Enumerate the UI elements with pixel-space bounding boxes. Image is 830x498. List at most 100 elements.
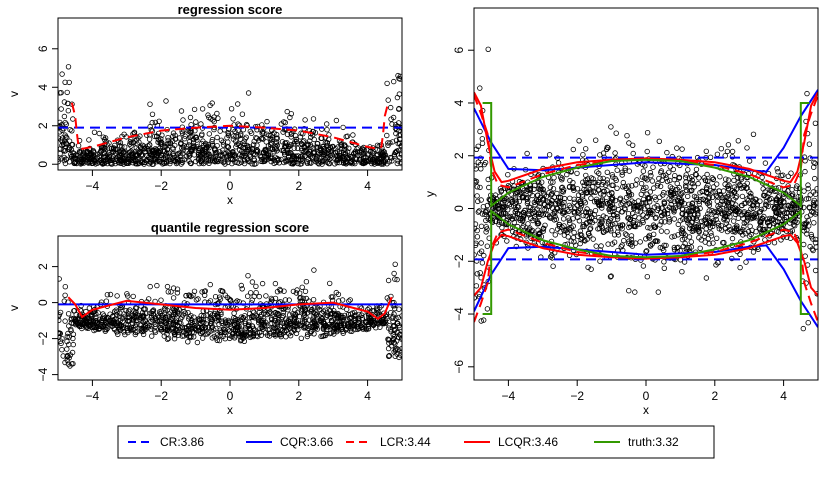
p1-point	[141, 146, 147, 152]
p2-point	[229, 333, 235, 340]
p2-point	[292, 311, 298, 317]
p2-point	[384, 295, 390, 301]
p3-point	[496, 221, 502, 228]
p2-point	[207, 281, 213, 288]
p3-point	[572, 242, 579, 248]
p1-point	[340, 124, 346, 131]
p3-point	[474, 179, 478, 186]
p3-point	[609, 241, 615, 247]
p1-point	[382, 158, 389, 164]
p2-point	[85, 319, 91, 325]
p3-point	[648, 172, 654, 179]
p1-x-axis-label: x	[227, 193, 233, 207]
p3-point	[648, 211, 654, 217]
p2-point	[157, 324, 164, 330]
p2-point	[85, 316, 92, 322]
p2-point	[164, 283, 171, 290]
p3-point	[706, 194, 713, 200]
p1-point	[211, 114, 217, 120]
p2-point	[340, 330, 346, 336]
p2-point	[190, 292, 196, 298]
p2-point	[121, 311, 127, 317]
p3-point	[566, 202, 572, 209]
p2-point	[290, 288, 297, 295]
p3-point	[585, 264, 591, 271]
p2-point	[394, 320, 400, 327]
p3-point	[534, 221, 541, 227]
p3-point	[693, 215, 699, 221]
p3-point	[631, 223, 638, 230]
p3-point	[702, 239, 708, 245]
p2-point	[71, 308, 77, 314]
p2-point	[93, 318, 99, 324]
p3-point	[637, 221, 643, 227]
p2-point	[347, 297, 353, 303]
p1-x-tick-label: 0	[227, 179, 234, 193]
p3-point	[604, 169, 610, 175]
p1-point	[72, 159, 78, 165]
p2-point	[233, 324, 240, 331]
p1-point	[104, 142, 110, 148]
p3-point	[474, 184, 480, 190]
p1-point	[72, 155, 78, 161]
p1-point	[289, 160, 295, 167]
p2-point	[320, 308, 327, 314]
p2-point	[240, 300, 246, 306]
p2-point	[125, 322, 131, 328]
p2-point	[310, 316, 316, 322]
p2-x-tick-label: 4	[364, 389, 371, 403]
p3-point	[559, 184, 565, 190]
p2-point	[283, 316, 289, 322]
p3-point	[609, 196, 616, 203]
p3-point	[612, 220, 618, 227]
p3-point	[647, 189, 653, 195]
p3-point	[624, 232, 630, 238]
p3-point	[759, 215, 765, 221]
p2-point	[349, 328, 355, 334]
p3-point	[540, 226, 546, 232]
p2-point	[356, 318, 362, 324]
p3-point	[510, 216, 516, 222]
p2-y-tick-label: 2	[36, 263, 50, 270]
p1-y-tick-label: 2	[36, 122, 50, 129]
p3-point	[603, 182, 609, 188]
p3-point	[759, 174, 765, 181]
p3-point	[671, 244, 677, 251]
p1-point	[337, 153, 343, 159]
p2-point	[195, 296, 201, 302]
p3-point	[630, 142, 636, 148]
p3-point	[560, 203, 567, 210]
p3-point	[702, 216, 708, 223]
p3-point	[478, 318, 484, 324]
p1-point	[126, 159, 132, 165]
p3-point	[618, 224, 624, 230]
p2-lines	[58, 296, 402, 321]
p3-point	[721, 239, 727, 246]
p3-point	[532, 216, 538, 222]
p2-point	[62, 359, 68, 366]
p3-point	[505, 171, 511, 178]
p3-point	[648, 243, 654, 249]
p3-point	[812, 267, 818, 274]
p2-axes: −4 −2 0 2 4 −4 −2 0 2	[36, 263, 371, 403]
p1-point	[268, 140, 275, 146]
p2-point	[396, 354, 402, 361]
p1-point	[283, 143, 289, 149]
p1-point	[149, 111, 156, 117]
p3-point	[639, 200, 645, 206]
p3-point	[746, 233, 753, 239]
p2-point	[174, 328, 180, 334]
p1-point	[292, 133, 299, 139]
p1-point	[268, 155, 274, 162]
p3-point	[481, 252, 487, 259]
p3-point	[631, 199, 637, 206]
p2-point	[272, 280, 279, 287]
p3-y-tick-label: −4	[452, 307, 466, 321]
p3-point	[489, 219, 496, 225]
p2-point	[385, 337, 392, 343]
p3-point	[581, 182, 587, 188]
p1-point	[263, 157, 269, 163]
p1-point	[265, 143, 272, 149]
p2-point	[385, 277, 392, 284]
p3-point	[652, 215, 659, 221]
